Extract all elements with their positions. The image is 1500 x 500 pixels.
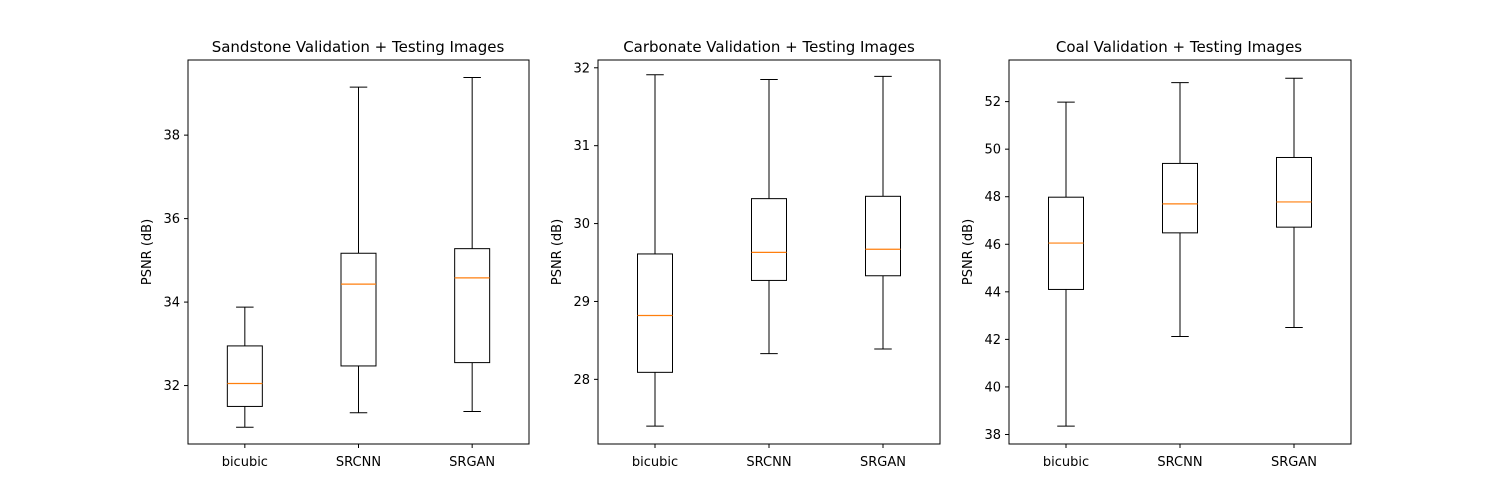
iqr-box [751, 198, 787, 281]
x-tick-label: bicubic [632, 455, 678, 470]
y-tick-label: 38 [984, 428, 1001, 443]
box-SRGAN [865, 75, 901, 350]
box-SRCNN [751, 78, 787, 355]
y-tick-label: 42 [984, 333, 1001, 348]
panel-coal: Coal Validation + Testing Images PSNR (d… [961, 38, 1352, 470]
x-tick-label: SRCNN [1157, 455, 1202, 470]
y-tick-label: 32 [573, 61, 590, 76]
x-tick-label: bicubic [1043, 455, 1089, 470]
x-tick-label: SRCNN [336, 455, 381, 470]
y-tick-label: 38 [163, 129, 180, 144]
y-tick-label: 40 [984, 380, 1001, 395]
box-bicubic [1048, 101, 1084, 427]
y-tick-label: 28 [573, 373, 590, 388]
iqr-box [1276, 156, 1312, 228]
x-tick-label: bicubic [222, 455, 268, 470]
box-bicubic [637, 74, 673, 427]
iqr-box [637, 253, 673, 373]
iqr-box [1162, 162, 1198, 234]
panel-title: Carbonate Validation + Testing Images [623, 38, 915, 56]
y-axis-label: PSNR (dB) [961, 219, 976, 285]
y-tick-label: 52 [984, 95, 1001, 110]
y-tick-label: 30 [573, 217, 590, 232]
y-tick-label: 46 [984, 238, 1001, 253]
y-tick-label: 34 [163, 296, 180, 311]
iqr-box [454, 248, 491, 364]
box-bicubic [226, 306, 263, 428]
iqr-box [865, 195, 901, 277]
y-tick-label: 31 [573, 139, 590, 154]
x-tick-label: SRGAN [860, 455, 906, 470]
box-SRGAN [454, 77, 491, 412]
y-tick-label: 32 [163, 379, 180, 394]
box-SRCNN [340, 86, 377, 414]
panel-title: Coal Validation + Testing Images [1056, 38, 1302, 56]
iqr-box [226, 345, 263, 407]
y-tick-label: 50 [984, 143, 1001, 158]
panel-sandstone: Sandstone Validation + Testing Images PS… [140, 38, 530, 470]
iqr-box [340, 252, 377, 367]
x-tick-label: SRCNN [746, 455, 791, 470]
box-SRCNN [1162, 82, 1198, 338]
box-SRGAN [1276, 77, 1312, 328]
y-tick-label: 36 [163, 212, 180, 227]
y-tick-label: 29 [573, 295, 590, 310]
y-tick-label: 44 [984, 285, 1001, 300]
y-axis-label: PSNR (dB) [550, 219, 565, 285]
x-tick-label: SRGAN [1271, 455, 1317, 470]
panel-carbonate: Carbonate Validation + Testing Images PS… [550, 38, 941, 470]
panel-title: Sandstone Validation + Testing Images [212, 38, 505, 56]
y-axis-label: PSNR (dB) [140, 219, 155, 285]
y-tick-label: 48 [984, 190, 1001, 205]
x-tick-label: SRGAN [449, 455, 495, 470]
